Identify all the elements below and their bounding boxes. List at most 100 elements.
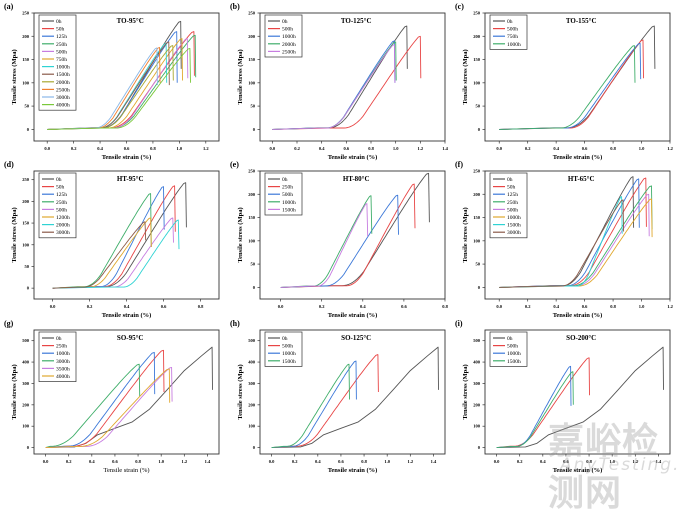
series-line-3500h — [45, 366, 173, 449]
series-line-4000h — [47, 47, 191, 130]
chart-panel-c: (c) 0.0 0.2 0.4 0.6 0.8 1.0 1.2 0 50 100 150 200 250 T… — [455, 2, 674, 161]
y-tick-label: 0 — [253, 127, 256, 132]
series-line-500h — [496, 357, 590, 449]
legend-box — [38, 331, 77, 382]
series-group — [499, 25, 656, 130]
series-line-1000h — [280, 195, 373, 288]
chart-title: SO-95°C — [117, 334, 144, 342]
x-tick-label: 0.6 — [124, 146, 130, 151]
series-group — [496, 346, 664, 449]
legend-entry: 2000h — [56, 80, 70, 86]
series-line-1000h — [499, 45, 636, 130]
x-tick-label: 0.2 — [71, 146, 77, 151]
legend-entry: 125h — [507, 192, 518, 198]
legend-entry: 500h — [507, 27, 518, 33]
chart-panel-a: (a) 0.0 0.2 0.4 0.6 0.8 1.0 1.2 0 50 100 150 200 250 T… — [4, 2, 220, 161]
chart-title: HT-95°C — [117, 175, 144, 183]
x-tick-label: 0.4 — [360, 304, 366, 309]
legend-entry: 500h — [282, 344, 293, 350]
y-tick-label: 100 — [248, 238, 256, 243]
panel-label: (b) — [230, 2, 240, 11]
x-tick-label: 0.8 — [368, 146, 374, 151]
legend-entry: 4000h — [56, 374, 70, 380]
chart-title: TO-95°C — [117, 17, 144, 25]
y-tick-label: 0 — [478, 285, 481, 290]
series-line-1000h — [45, 351, 156, 449]
x-axis-label: Tensile strain (%) — [102, 312, 152, 319]
series-line-1000h — [499, 198, 653, 288]
y-tick-label: 0 — [253, 445, 256, 450]
y-tick-label: 500 — [473, 338, 481, 343]
x-tick-label: 1.0 — [393, 146, 399, 151]
y-tick-label: 200 — [22, 402, 30, 407]
figure: (a) 0.0 0.2 0.4 0.6 0.8 1.0 1.2 0 50 100 150 200 250 T… — [4, 2, 674, 474]
chart-panel-i: (i) 0.0 0.2 0.4 0.6 0.8 1.0 1.2 1.4 0 100 200 300 400… — [455, 319, 671, 474]
legend-entry: 0h — [282, 336, 288, 342]
x-tick-label: 1.2 — [667, 146, 673, 151]
x-tick-label: 1.2 — [203, 146, 209, 151]
y-tick-label: 400 — [473, 360, 481, 365]
legend-entry: 1000h — [507, 215, 521, 221]
y-tick-label: 300 — [22, 381, 30, 386]
legend-entry: 1500h — [56, 72, 70, 78]
legend-entry: 2500h — [56, 87, 70, 93]
legend-box — [489, 172, 528, 239]
chart-panel-d: (d) 0.0 0.2 0.4 0.6 0.8 0 50 100 150 200 250 Tensile… — [4, 160, 220, 319]
legend-entry: 50h — [507, 185, 516, 191]
x-tick-label: 0.4 — [540, 459, 546, 464]
series-line-3000h — [45, 363, 141, 449]
chart-panel-g: (g) 0.0 0.2 0.4 0.6 0.8 1.0 1.2 1.4 0 100 200 300 400… — [4, 319, 220, 474]
series-line-500h — [499, 39, 644, 130]
x-tick-label: 1.0 — [158, 459, 164, 464]
x-tick-label: 0.6 — [112, 459, 118, 464]
series-line-2500h — [47, 46, 161, 130]
legend-entry: 1000h — [282, 351, 296, 357]
y-tick-label: 100 — [22, 80, 30, 85]
chart-title: TO-125°C — [341, 17, 372, 25]
legend-entry: 250h — [507, 200, 518, 206]
panel-label: (a) — [4, 2, 14, 11]
series-line-0h — [52, 182, 187, 289]
legend-entry: 750h — [56, 57, 67, 63]
legend-entry: 1000h — [507, 351, 521, 357]
panel-label: (h) — [230, 319, 240, 328]
y-tick-label: 300 — [473, 381, 481, 386]
y-axis-label: Tensile stress (Mpa) — [237, 207, 244, 262]
series-line-750h — [47, 38, 183, 130]
x-tick-label: 0.2 — [517, 459, 523, 464]
y-tick-label: 150 — [22, 221, 30, 226]
legend-entry: 1000h — [507, 42, 521, 48]
panel-label: (e) — [230, 160, 239, 169]
y-tick-label: 150 — [473, 57, 481, 62]
series-line-500h — [52, 217, 174, 289]
x-tick-label: 0.6 — [401, 304, 407, 309]
series-line-250h — [45, 349, 165, 449]
series-line-1500h — [496, 371, 574, 449]
x-tick-label: 1.2 — [633, 459, 639, 464]
series-line-2000h — [52, 219, 180, 289]
x-tick-label: 0.6 — [582, 146, 588, 151]
y-tick-label: 250 — [22, 177, 30, 182]
x-tick-label: 1.2 — [408, 459, 414, 464]
legend-entry: 1500h — [282, 359, 296, 365]
x-axis-label: Tensile strain (%) — [328, 312, 378, 319]
series-line-500h — [272, 35, 422, 130]
series-line-3000h — [499, 199, 625, 288]
legend-entry: 0h — [56, 336, 62, 342]
y-axis-label: Tensile stress (Mpa) — [462, 49, 469, 104]
chart-title: SO-125°C — [341, 334, 371, 342]
x-tick-label: 1.2 — [182, 459, 188, 464]
y-axis-label: Tensile stress (Mpa) — [462, 207, 469, 262]
legend-entry: 0h — [507, 177, 513, 183]
legend-entry: 0h — [56, 177, 62, 183]
y-tick-label: 0 — [478, 445, 481, 450]
plot-frame — [259, 12, 446, 142]
legend-entry: 500h — [507, 207, 518, 213]
legend-entry: 3000h — [507, 230, 521, 236]
y-tick-label: 200 — [473, 192, 481, 197]
y-tick-label: 50 — [25, 104, 30, 109]
x-tick-label: 0.6 — [563, 459, 569, 464]
x-tick-label: 1.4 — [442, 146, 448, 151]
series-line-3000h — [52, 221, 147, 289]
legend-entry: 1500h — [507, 223, 521, 229]
